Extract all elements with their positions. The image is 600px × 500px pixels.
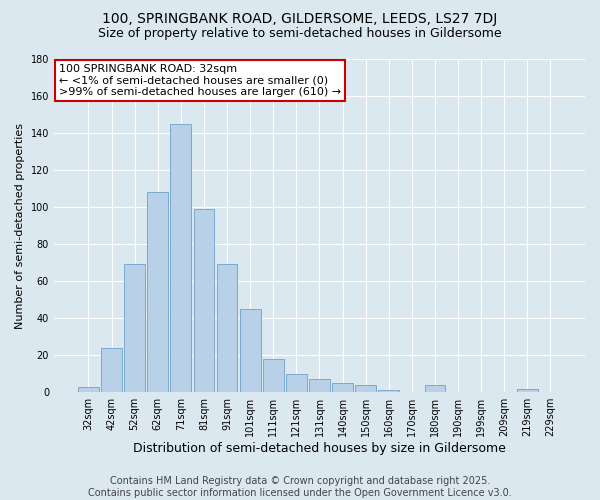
Bar <box>148 192 168 392</box>
Bar <box>379 390 399 392</box>
Bar <box>240 309 260 392</box>
Bar <box>355 385 376 392</box>
Bar <box>517 388 538 392</box>
Bar <box>425 385 445 392</box>
Y-axis label: Number of semi-detached properties: Number of semi-detached properties <box>15 122 25 328</box>
X-axis label: Distribution of semi-detached houses by size in Gildersome: Distribution of semi-detached houses by … <box>133 442 506 455</box>
Bar <box>309 380 330 392</box>
Bar <box>170 124 191 392</box>
Bar <box>217 264 238 392</box>
Bar <box>332 383 353 392</box>
Bar <box>78 386 99 392</box>
Bar <box>124 264 145 392</box>
Bar <box>194 209 214 392</box>
Text: Size of property relative to semi-detached houses in Gildersome: Size of property relative to semi-detach… <box>98 28 502 40</box>
Bar <box>286 374 307 392</box>
Text: 100, SPRINGBANK ROAD, GILDERSOME, LEEDS, LS27 7DJ: 100, SPRINGBANK ROAD, GILDERSOME, LEEDS,… <box>103 12 497 26</box>
Text: Contains HM Land Registry data © Crown copyright and database right 2025.
Contai: Contains HM Land Registry data © Crown c… <box>88 476 512 498</box>
Bar <box>263 359 284 392</box>
Bar <box>101 348 122 392</box>
Text: 100 SPRINGBANK ROAD: 32sqm
← <1% of semi-detached houses are smaller (0)
>99% of: 100 SPRINGBANK ROAD: 32sqm ← <1% of semi… <box>59 64 341 97</box>
